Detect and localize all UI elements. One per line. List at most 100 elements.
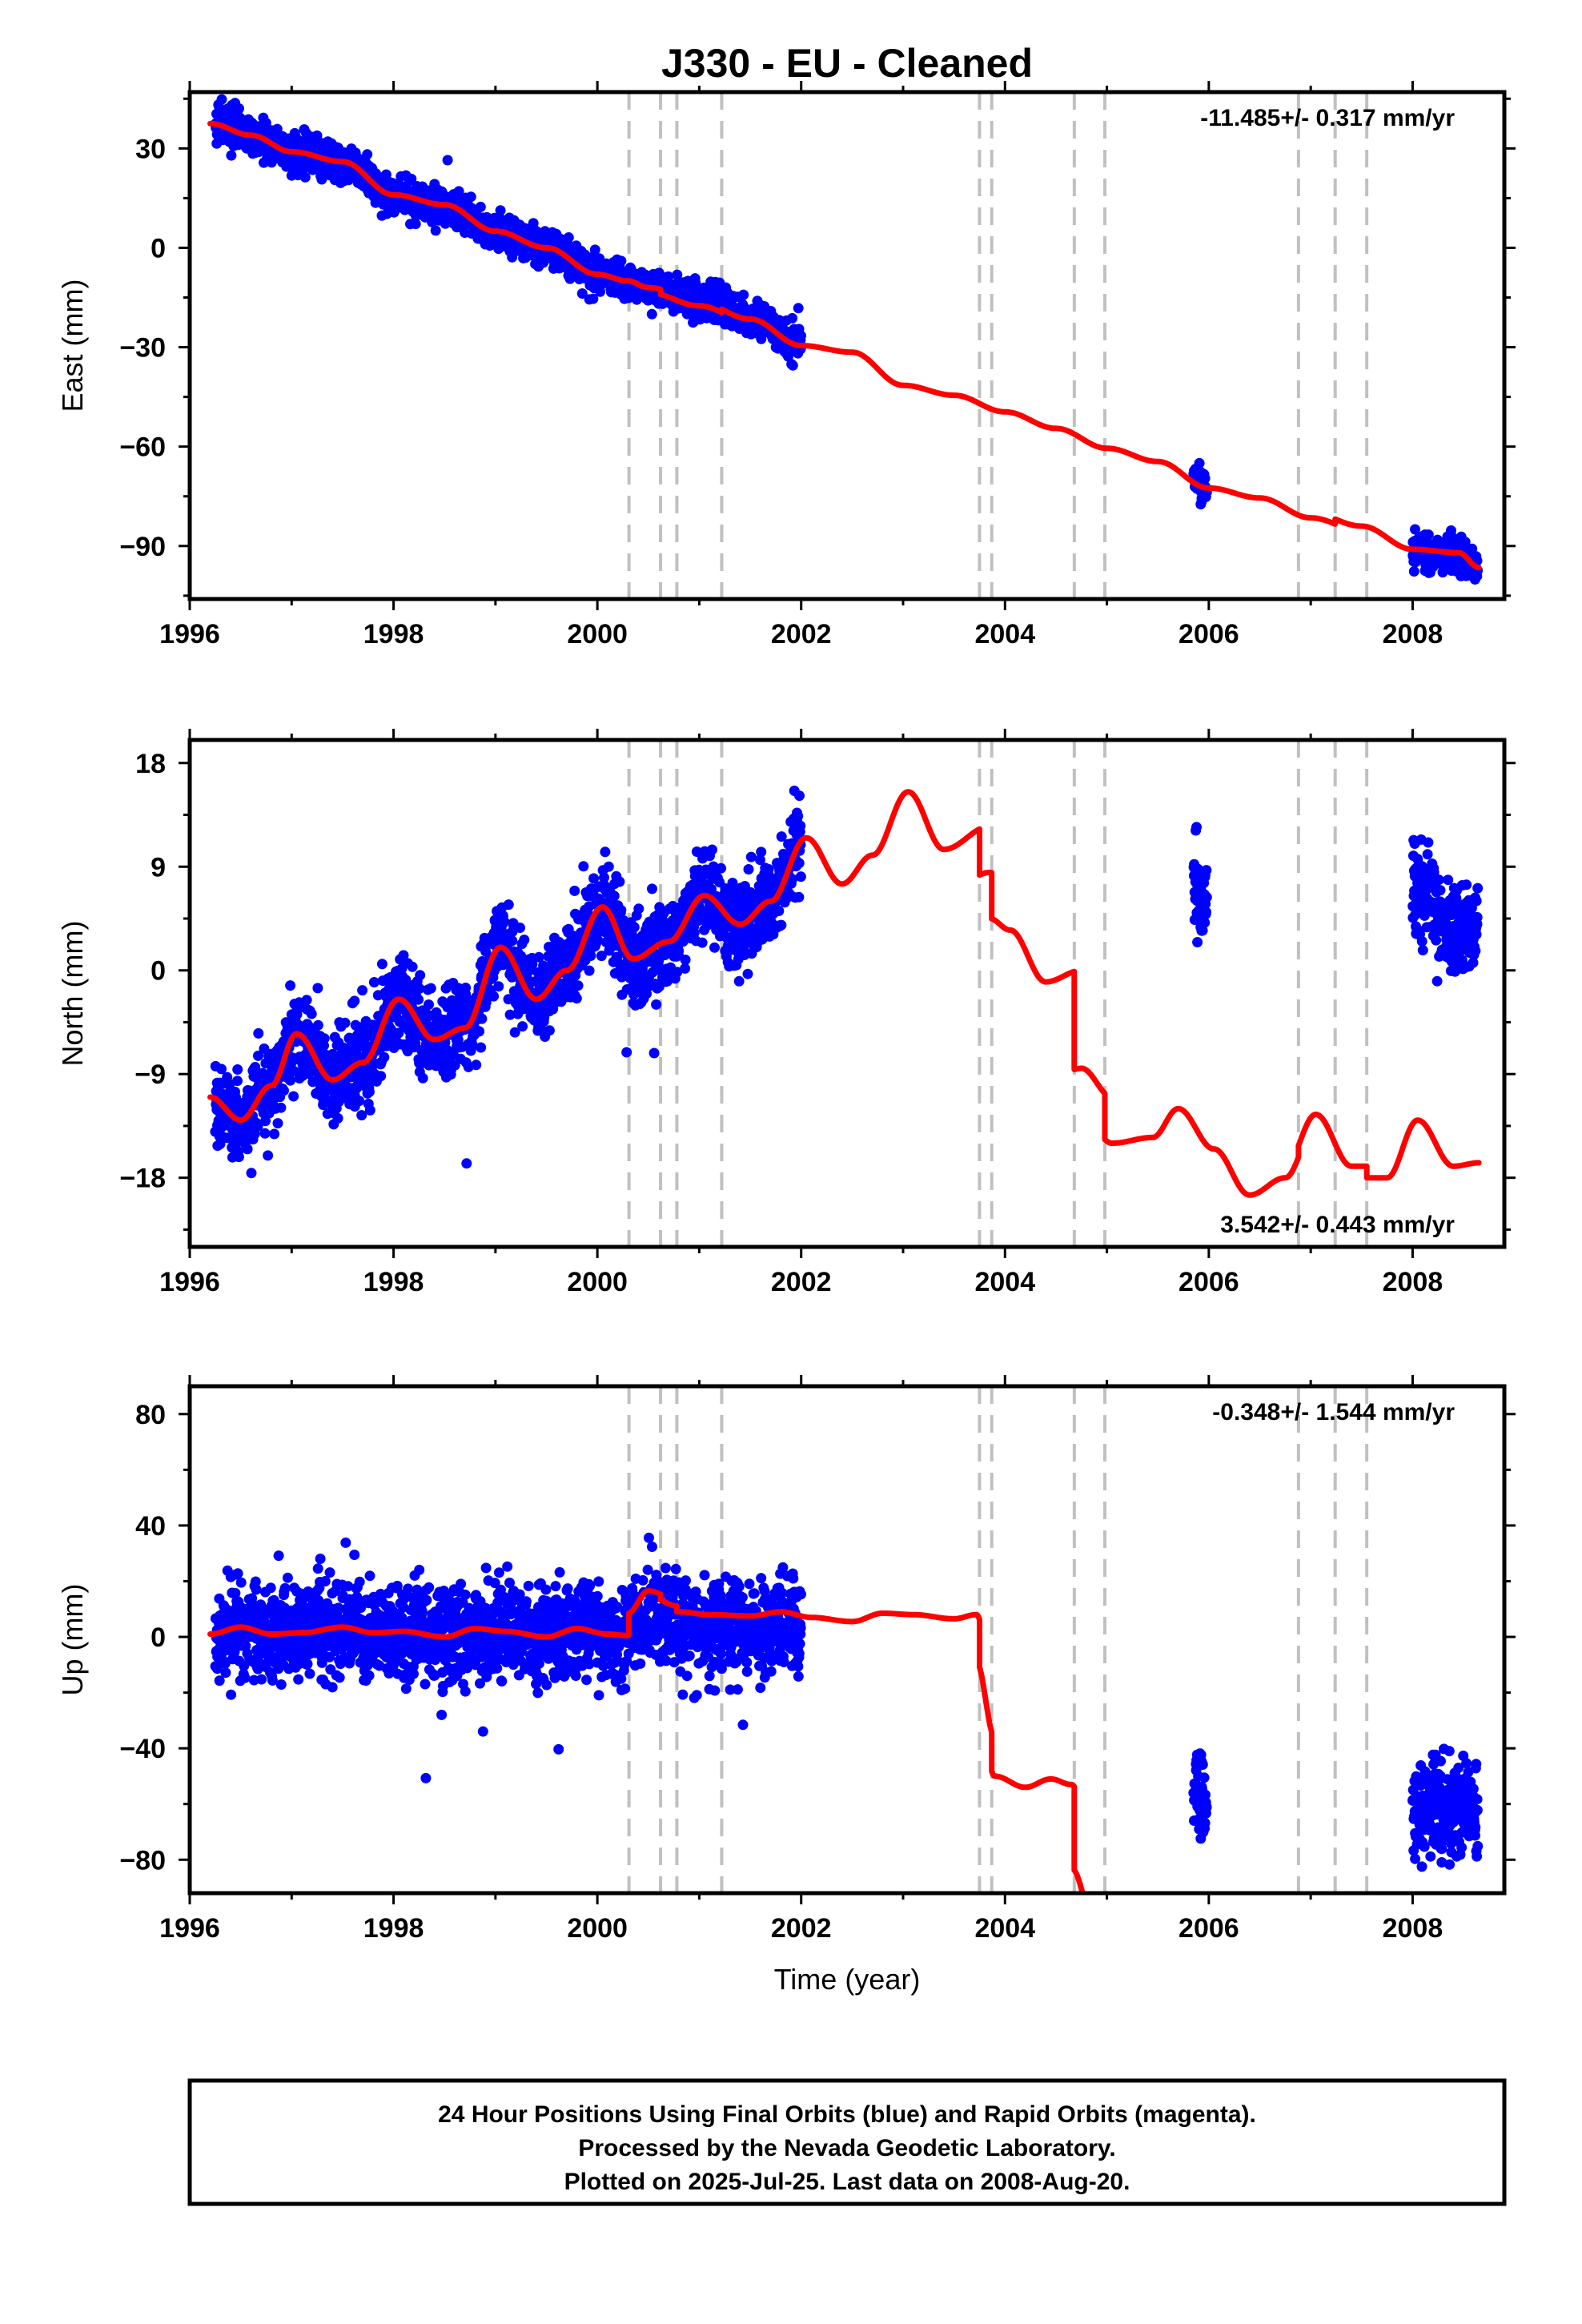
data-point [413, 994, 424, 1005]
data-point [507, 935, 518, 947]
data-point [1194, 457, 1205, 468]
x-tick-label-2008: 2008 [1383, 619, 1443, 649]
data-point [1201, 865, 1212, 876]
data-point [430, 225, 441, 236]
data-point [1201, 907, 1211, 918]
y-axis-label: East (mm) [56, 279, 89, 412]
data-point [312, 1019, 323, 1031]
data-point [1472, 911, 1483, 923]
x-tick-label-1996: 1996 [159, 1267, 220, 1297]
data-point [742, 968, 753, 979]
data-point [415, 970, 426, 981]
data-point [794, 790, 805, 802]
data-point [651, 999, 662, 1010]
data-point [376, 959, 387, 970]
data-point [608, 891, 620, 902]
data-point [233, 1152, 244, 1163]
data-point [616, 255, 627, 267]
data-point [364, 1104, 375, 1116]
data-point [349, 995, 360, 1007]
data-point [517, 1021, 528, 1032]
data-points [210, 786, 1484, 1179]
x-tick-label-2002: 2002 [771, 1267, 832, 1297]
data-point [571, 993, 582, 1004]
data-point [1435, 885, 1446, 896]
data-point [697, 937, 708, 948]
data-point [1416, 935, 1427, 947]
data-point [585, 951, 596, 961]
data-point [1443, 875, 1454, 886]
data-point [716, 862, 727, 874]
data-point [471, 1059, 482, 1071]
y-tick-label-minus-90: −90 [119, 532, 166, 562]
data-point [1471, 895, 1482, 907]
data-point [787, 360, 798, 371]
data-point [600, 846, 611, 858]
data-point [787, 312, 798, 324]
plot-frame [187, 90, 1507, 601]
data-point [1470, 945, 1481, 956]
data-point [339, 1017, 351, 1028]
data-point [285, 980, 296, 991]
data-point [476, 1042, 487, 1053]
axis-ticks [179, 81, 1516, 610]
y-tick-label-0: 0 [151, 956, 166, 987]
x-tick-label-1998: 1998 [363, 619, 424, 649]
data-point [306, 1008, 317, 1019]
data-point [603, 861, 614, 872]
data-point [226, 1689, 237, 1700]
data-point [795, 871, 806, 883]
data-point [743, 864, 754, 875]
data-point [234, 103, 244, 114]
data-point [488, 991, 500, 1002]
data-point [519, 935, 530, 945]
data-point [793, 891, 805, 903]
data-point [354, 1096, 365, 1107]
data-point [242, 1144, 253, 1155]
data-point [319, 1033, 330, 1044]
x-tick-label-2000: 2000 [567, 619, 628, 649]
chart-title: J330 - EU - Cleaned [661, 41, 1033, 86]
north-panel: 1996 1998 2000 2002 2004 2006 20081890−9−18Nor… [56, 729, 1516, 1297]
east-plot-area [207, 92, 1484, 599]
data-point [795, 820, 806, 831]
data-point [425, 983, 436, 994]
north-plot-area [207, 740, 1484, 1247]
data-point [475, 201, 486, 212]
data-point [301, 995, 312, 1006]
data-point [563, 232, 574, 243]
data-point [648, 1047, 660, 1059]
data-point [368, 977, 379, 987]
data-point [312, 983, 323, 994]
data-point [275, 1102, 287, 1113]
data-points [210, 1532, 1484, 1893]
data-point [1191, 822, 1202, 833]
data-point [1471, 929, 1482, 940]
data-point [424, 999, 434, 1010]
data-point [285, 1075, 296, 1086]
data-point [1422, 849, 1433, 860]
data-point [673, 945, 685, 956]
data-point [375, 1071, 387, 1082]
data-point [461, 1158, 472, 1169]
data-point [576, 288, 588, 299]
data-point [572, 980, 584, 991]
y-tick-label-9: 9 [151, 852, 166, 883]
data-point [232, 1064, 243, 1075]
data-point [1201, 891, 1212, 903]
data-point [1423, 837, 1434, 848]
data-point [288, 1091, 299, 1102]
data-point [1417, 945, 1428, 955]
data-point [756, 846, 767, 858]
data-point [1192, 937, 1203, 947]
rate-annotation: 3.542+/- 0.443 mm/yr [1220, 1212, 1455, 1238]
data-point [578, 861, 589, 872]
data-point [646, 308, 657, 320]
data-point [499, 916, 510, 927]
data-point [707, 844, 717, 855]
x-tick-label-2008: 2008 [1383, 1267, 1443, 1297]
x-tick-label-2006: 2006 [1178, 1267, 1239, 1297]
data-point [745, 851, 757, 862]
east-panel: 1996 1998 2000 2002 2004 2006 2008300−30−60−90… [56, 81, 1516, 649]
